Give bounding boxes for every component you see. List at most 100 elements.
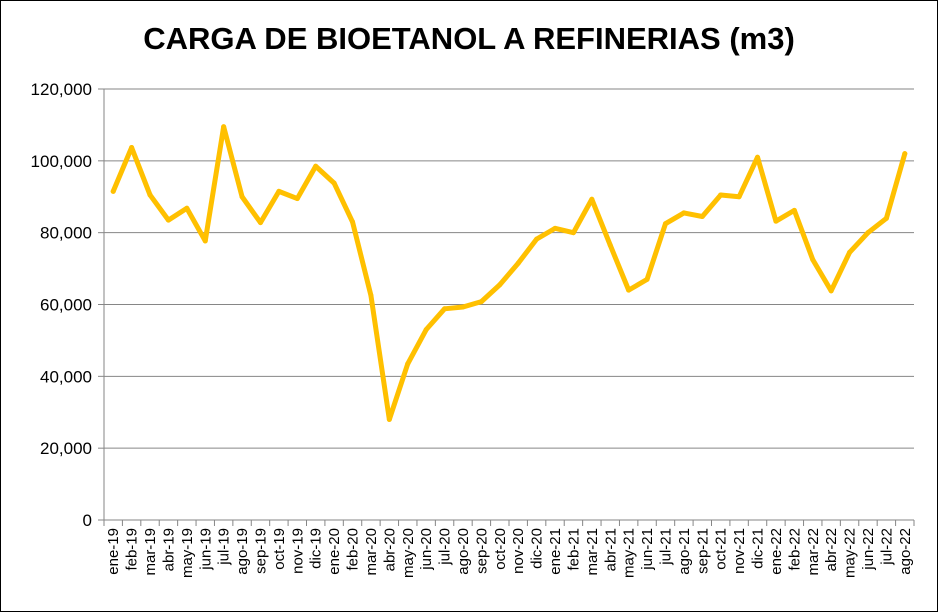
x-tick-label: ene-21 (547, 528, 564, 575)
series-group (110, 124, 908, 422)
gridlines (104, 88, 914, 449)
data-point (681, 210, 687, 216)
x-tick-label: feb-19 (124, 528, 141, 571)
data-point (736, 194, 742, 200)
x-tick-label: oct-19 (271, 528, 288, 570)
data-point (883, 215, 889, 221)
y-tick-label: 0 (83, 511, 92, 530)
data-point (810, 257, 816, 263)
x-tick-label: mar-22 (805, 528, 822, 576)
data-point (552, 225, 558, 231)
data-point (331, 180, 337, 186)
data-point (847, 249, 853, 255)
chart-title: CARGA DE BIOETANOL A REFINERIAS (m3) (143, 21, 795, 56)
x-tick-label: abr-22 (823, 528, 840, 571)
x-tick-label: sep-20 (473, 528, 490, 574)
data-point (165, 217, 171, 223)
data-point (589, 196, 595, 202)
axes (103, 89, 914, 521)
data-point (368, 293, 374, 299)
x-tick-label: ago-21 (676, 528, 693, 575)
data-point (239, 194, 245, 200)
data-point (478, 299, 484, 305)
data-point (570, 230, 576, 236)
x-tick-label: ago-20 (455, 528, 472, 575)
x-tick-label: sep-19 (252, 528, 269, 574)
y-tick-label: 20,000 (40, 439, 92, 458)
data-point (644, 276, 650, 282)
series-line (110, 124, 908, 422)
data-point (276, 188, 282, 194)
x-tick-label: may-22 (842, 528, 859, 578)
x-tick-label: mar-21 (584, 528, 601, 576)
x-tick-label: ene-20 (326, 528, 343, 575)
data-point (405, 361, 411, 367)
y-tick-label: 60,000 (40, 296, 92, 315)
y-tick-label: 100,000 (31, 152, 92, 171)
data-point (460, 304, 466, 310)
data-point (828, 288, 834, 294)
x-tick-label: feb-22 (786, 528, 803, 571)
x-tick-label: abr-21 (602, 528, 619, 571)
x-tick-label: nov-19 (289, 528, 306, 574)
data-point (515, 260, 521, 266)
x-tick-label: ene-19 (105, 528, 122, 575)
x-tick-label: jun-19 (197, 528, 214, 571)
x-tick-label: mar-20 (363, 528, 380, 576)
x-tick-label: ene-22 (768, 528, 785, 575)
data-point (662, 221, 668, 227)
y-tick-label: 40,000 (40, 367, 92, 386)
x-tick-label: jun-20 (418, 528, 435, 571)
data-point (699, 214, 705, 220)
x-tick-label: jul-22 (878, 528, 895, 566)
x-tick-label: jul-21 (657, 528, 674, 566)
data-point (202, 238, 208, 244)
x-tick-label: abr-20 (381, 528, 398, 571)
x-tick-label: mar-19 (142, 528, 159, 576)
x-tick-label: ago-22 (897, 528, 914, 575)
x-tick-label: jun-21 (639, 528, 656, 571)
data-point (773, 218, 779, 224)
data-point (350, 219, 356, 225)
data-point (110, 188, 116, 194)
data-point (718, 192, 724, 198)
data-point (147, 192, 153, 198)
data-point (607, 242, 613, 248)
x-tick-label: dic-20 (529, 528, 546, 569)
data-point (221, 124, 227, 130)
data-point (184, 205, 190, 211)
x-tick-label: ago-19 (234, 528, 251, 575)
y-tick-label: 80,000 (40, 224, 92, 243)
data-point (791, 207, 797, 213)
x-tick-label: nov-20 (510, 528, 527, 574)
x-tick-label: feb-20 (345, 528, 362, 571)
x-tick-label: dic-21 (750, 528, 767, 569)
data-point (423, 327, 429, 333)
data-point (755, 154, 761, 160)
y-axis-ticks: 0 20,000 40,000 60,000 80,000 100,000 120,000 (31, 80, 104, 530)
x-tick-label: oct-21 (713, 528, 730, 570)
x-tick-label: jul-20 (437, 528, 454, 566)
data-point (313, 163, 319, 169)
x-tick-label: dic-19 (308, 528, 325, 569)
data-point (257, 220, 263, 226)
data-point (865, 230, 871, 236)
y-tick-label: 120,000 (31, 80, 92, 99)
x-axis-ticks: ene-19 feb-19 mar-19 abr-19 may-19 jun-19 jul-… (103, 520, 915, 578)
x-tick-label: may-19 (179, 528, 196, 578)
x-tick-label: nov-21 (731, 528, 748, 574)
data-point (534, 236, 540, 242)
x-tick-label: jul-19 (216, 528, 233, 566)
x-tick-label: may-21 (621, 528, 638, 578)
data-point (129, 145, 135, 151)
x-tick-label: abr-19 (160, 528, 177, 571)
data-point (386, 416, 392, 422)
x-tick-label: may-20 (400, 528, 417, 578)
data-point (497, 282, 503, 288)
data-point (442, 306, 448, 312)
x-tick-label: sep-21 (694, 528, 711, 574)
data-point (294, 196, 300, 202)
x-tick-label: jun-22 (860, 528, 877, 571)
x-tick-label: feb-21 (565, 528, 582, 571)
